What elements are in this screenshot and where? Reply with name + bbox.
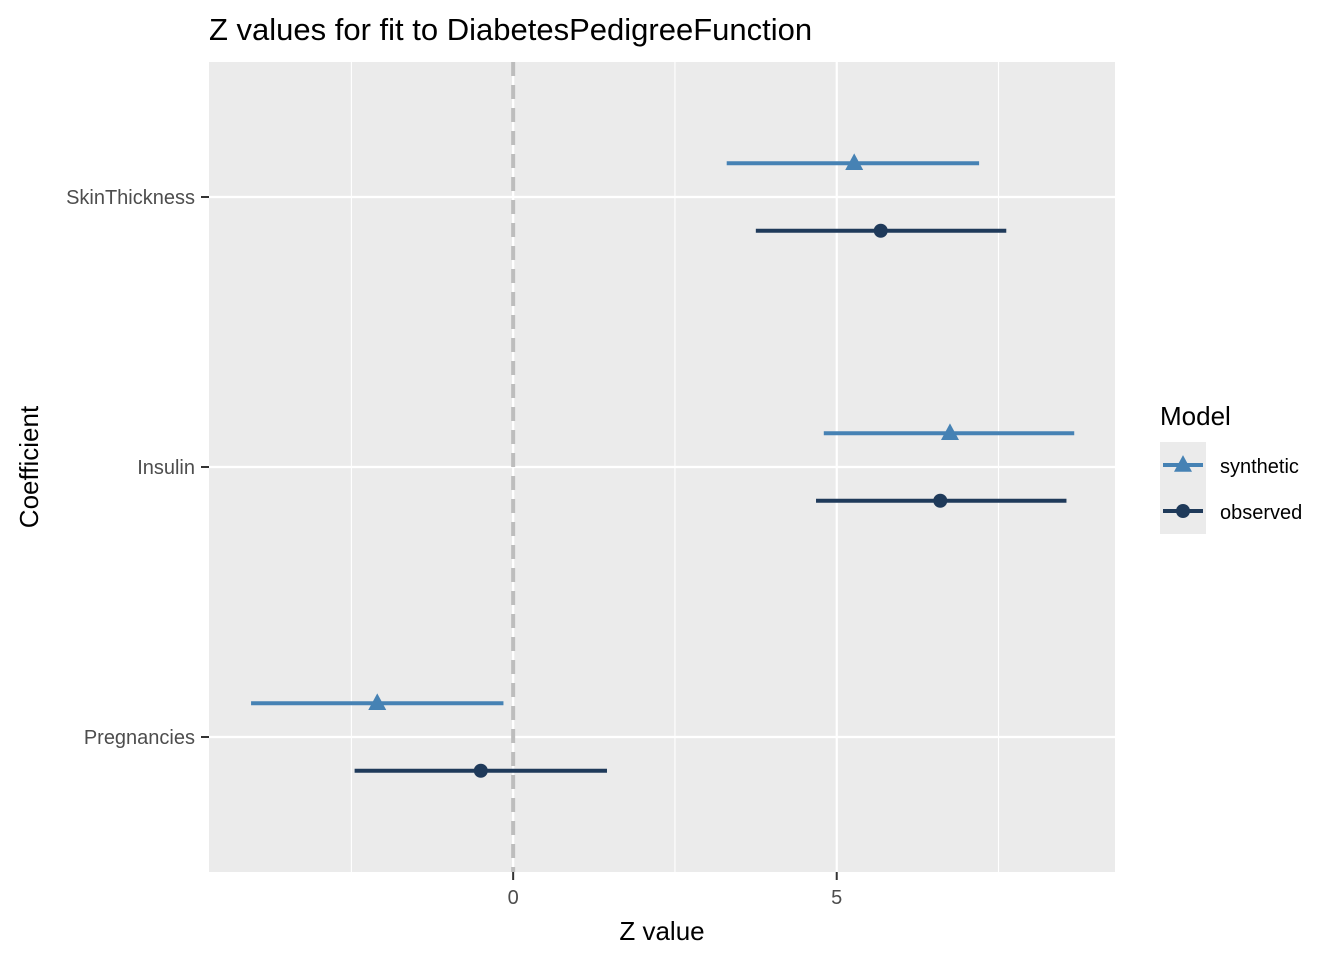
point-synthetic xyxy=(845,153,864,170)
chart-title: Z values for fit to DiabetesPedigreeFunc… xyxy=(209,12,812,47)
x-tick-label: 0 xyxy=(508,887,519,909)
legend-entries: synthetic observed xyxy=(1163,455,1302,524)
y-tick-label: SkinThickness xyxy=(66,187,195,209)
point-observed xyxy=(473,763,488,778)
y-tick-label: Pregnancies xyxy=(84,727,195,749)
point-observed xyxy=(873,223,888,238)
legend: Model synthetic observed xyxy=(1160,401,1302,534)
legend-marker-observed xyxy=(1176,504,1190,518)
y-tick-label: Insulin xyxy=(137,457,195,479)
y-axis: SkinThickness Insulin Pregnancies xyxy=(66,187,209,749)
x-tick-label: 5 xyxy=(831,887,842,909)
legend-label-synthetic: synthetic xyxy=(1220,456,1299,478)
legend-marker-synthetic xyxy=(1174,455,1192,472)
point-synthetic xyxy=(368,693,387,710)
point-synthetic xyxy=(940,423,959,440)
legend-title: Model xyxy=(1160,401,1231,431)
x-axis-label: Z value xyxy=(619,916,704,946)
marks-layer xyxy=(251,153,1075,778)
point-observed xyxy=(933,493,948,508)
legend-label-observed: observed xyxy=(1220,502,1302,524)
y-axis-label: Coefficient xyxy=(14,405,44,528)
